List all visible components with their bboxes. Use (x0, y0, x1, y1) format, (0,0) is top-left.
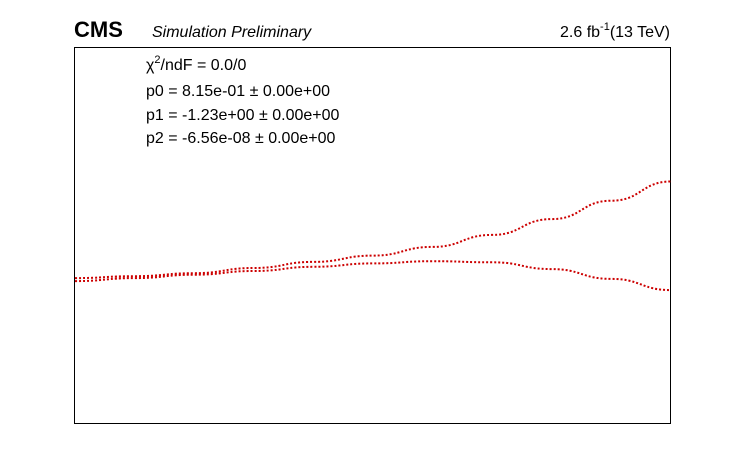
fit-stats-box: χ2/ndF = 0.0/0 p0 = 8.15e-01 ± 0.00e+00 … (146, 54, 340, 147)
plot-frame (74, 47, 671, 424)
param-line-p0: p0 = 8.15e-01 ± 0.00e+00 (146, 83, 330, 100)
chi2-line: χ2/ndF = 0.0/0 (146, 54, 246, 74)
series-line-2 (74, 260, 672, 292)
lumi-label: 2.6 fb-1(13 TeV) (560, 21, 670, 41)
param-line-p2: p2 = -6.56e-08 ± 0.00e+00 (146, 130, 335, 147)
chi2-rest: /ndF = 0.0/0 (161, 57, 247, 74)
chi2-symbol: χ (146, 57, 155, 74)
chi2-exponent: 2 (154, 54, 160, 66)
param-line-p1: p1 = -1.23e+00 ± 0.00e+00 (146, 107, 340, 124)
series-line-1 (74, 180, 672, 280)
simulation-label: Simulation Preliminary (152, 24, 312, 41)
lumi-exponent: -1 (600, 21, 610, 33)
lumi-value: 2.6 fb (560, 24, 600, 41)
lumi-energy: (13 TeV) (610, 24, 670, 41)
cms-label: CMS (74, 17, 123, 42)
series-group (74, 180, 672, 292)
